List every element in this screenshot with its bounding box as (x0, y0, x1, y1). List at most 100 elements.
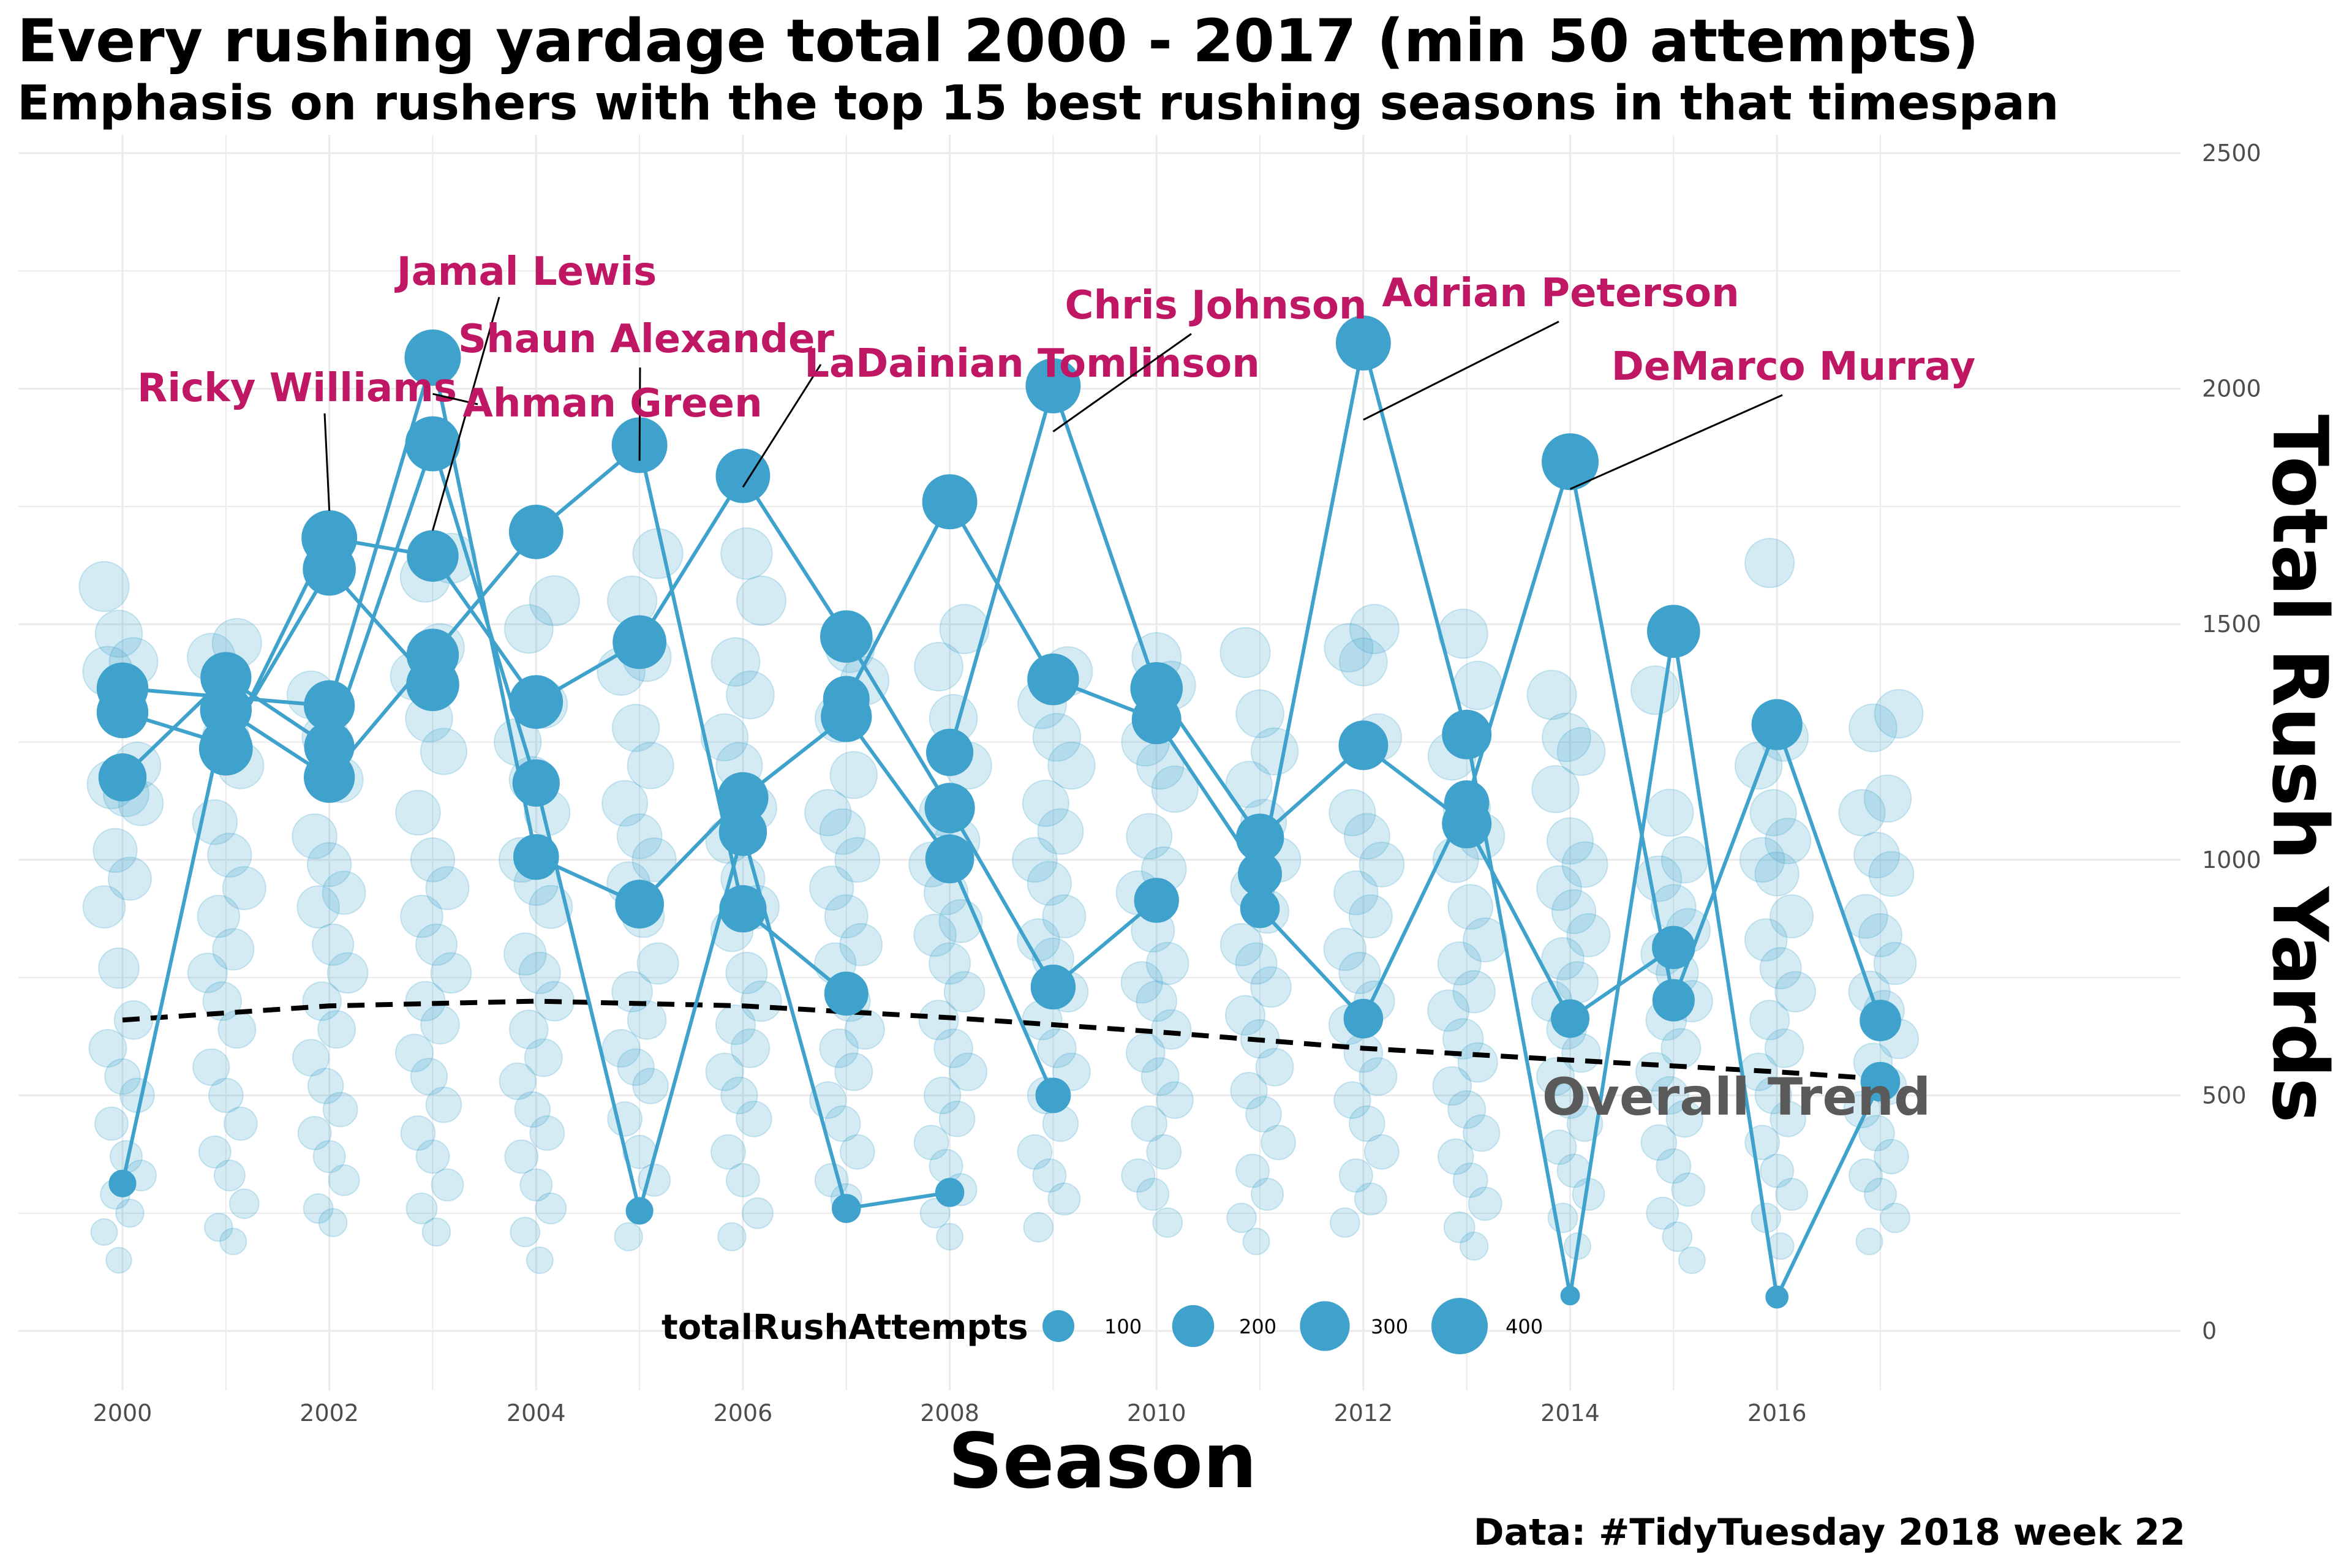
data-point (1536, 865, 1582, 911)
data-point (1678, 1246, 1706, 1275)
data-point (614, 1222, 643, 1251)
data-point (1739, 837, 1785, 883)
data-point (1551, 889, 1597, 935)
data-point (1121, 1158, 1156, 1193)
series-point (96, 662, 149, 715)
data-point (936, 1223, 964, 1251)
data-point (1765, 818, 1812, 865)
chart-subtitle: Emphasis on rushers with the top 15 best… (17, 76, 2059, 131)
data-point (1324, 623, 1374, 673)
series-point (1860, 1061, 1901, 1102)
data-point (1235, 689, 1284, 739)
data-point (1536, 1057, 1575, 1096)
series-point (1027, 653, 1079, 706)
series-line (122, 355, 1055, 1096)
data-point (1151, 765, 1199, 813)
data-point (705, 1052, 744, 1091)
data-point (1235, 1153, 1270, 1188)
trend-path (122, 998, 1881, 1082)
data-point (529, 884, 573, 929)
data-point (508, 1009, 549, 1050)
data-point (1457, 1042, 1498, 1083)
data-point (535, 1193, 567, 1224)
data-point (1251, 1177, 1284, 1211)
data-point (717, 1222, 747, 1251)
background-points (78, 527, 1924, 1275)
series-point (1444, 780, 1490, 826)
x-tick-label: 2000 (93, 1400, 153, 1427)
series-point (1560, 1286, 1580, 1306)
data-point (1665, 1100, 1704, 1138)
data-point (410, 1057, 448, 1096)
data-point (914, 641, 964, 692)
data-point (1459, 1231, 1489, 1261)
data-point (400, 1115, 436, 1151)
data-point (1849, 703, 1898, 753)
x-tick-label: 2002 (300, 1400, 359, 1427)
data-point (1329, 789, 1376, 837)
series-point (404, 329, 461, 386)
data-point (1566, 1105, 1604, 1142)
data-point (425, 865, 470, 910)
series-point (925, 834, 974, 884)
data-point (1656, 1148, 1692, 1184)
data-point (824, 894, 869, 939)
data-point (730, 1028, 771, 1068)
x-axis-title: Season (948, 1417, 1257, 1506)
data-point (94, 1106, 129, 1141)
data-point (1759, 947, 1802, 990)
data-point (519, 1168, 553, 1202)
data-point (1630, 665, 1680, 715)
data-point (92, 827, 138, 873)
data-point (1754, 1076, 1792, 1115)
data-point (1348, 894, 1393, 939)
data-point (1774, 971, 1817, 1013)
data-point (1145, 941, 1189, 986)
data-point (1146, 1134, 1182, 1170)
data-point (1156, 1081, 1194, 1119)
annotation-leader (432, 296, 500, 531)
data-point (410, 837, 456, 883)
data-point (207, 832, 252, 878)
data-point (1261, 1125, 1296, 1161)
data-point (1463, 917, 1508, 963)
data-point (1650, 1076, 1689, 1115)
series-point (719, 885, 767, 933)
series-point (301, 510, 358, 566)
data-point (1764, 1028, 1804, 1068)
annotation-label: DeMarco Murray (1611, 344, 1975, 390)
data-point (1744, 918, 1788, 962)
data-point (514, 1091, 551, 1128)
data-point (1541, 937, 1585, 981)
series-point (508, 505, 564, 559)
data-point (82, 885, 126, 929)
data-point (809, 865, 854, 911)
data-point (741, 980, 782, 1022)
data-point (94, 609, 143, 658)
data-point (1760, 1153, 1795, 1188)
series-point (1035, 1077, 1071, 1114)
series-point (304, 752, 355, 803)
data-point (929, 942, 971, 985)
data-point (1864, 1177, 1897, 1211)
data-point (834, 1052, 873, 1091)
trend-line (122, 998, 1881, 1082)
data-point (844, 1009, 885, 1050)
legend-key (1172, 1305, 1215, 1348)
data-point (1770, 894, 1814, 939)
data-point (1662, 1221, 1693, 1253)
data-point (1432, 1066, 1472, 1106)
data-point (1749, 1000, 1790, 1041)
data-point (119, 1077, 155, 1114)
data-point (819, 1028, 859, 1068)
series-point (1131, 695, 1182, 745)
tick-labels: 2000 2002 2004 2006 2008 2010 2012 2014 2016 0 500… (93, 140, 2261, 1427)
data-point (1120, 961, 1163, 1004)
data-point (1152, 1207, 1183, 1238)
data-point (1437, 941, 1482, 986)
data-point (1017, 1134, 1053, 1170)
data-point (222, 865, 266, 910)
data-point (834, 837, 881, 883)
data-point (430, 952, 472, 994)
data-point (297, 1115, 332, 1150)
